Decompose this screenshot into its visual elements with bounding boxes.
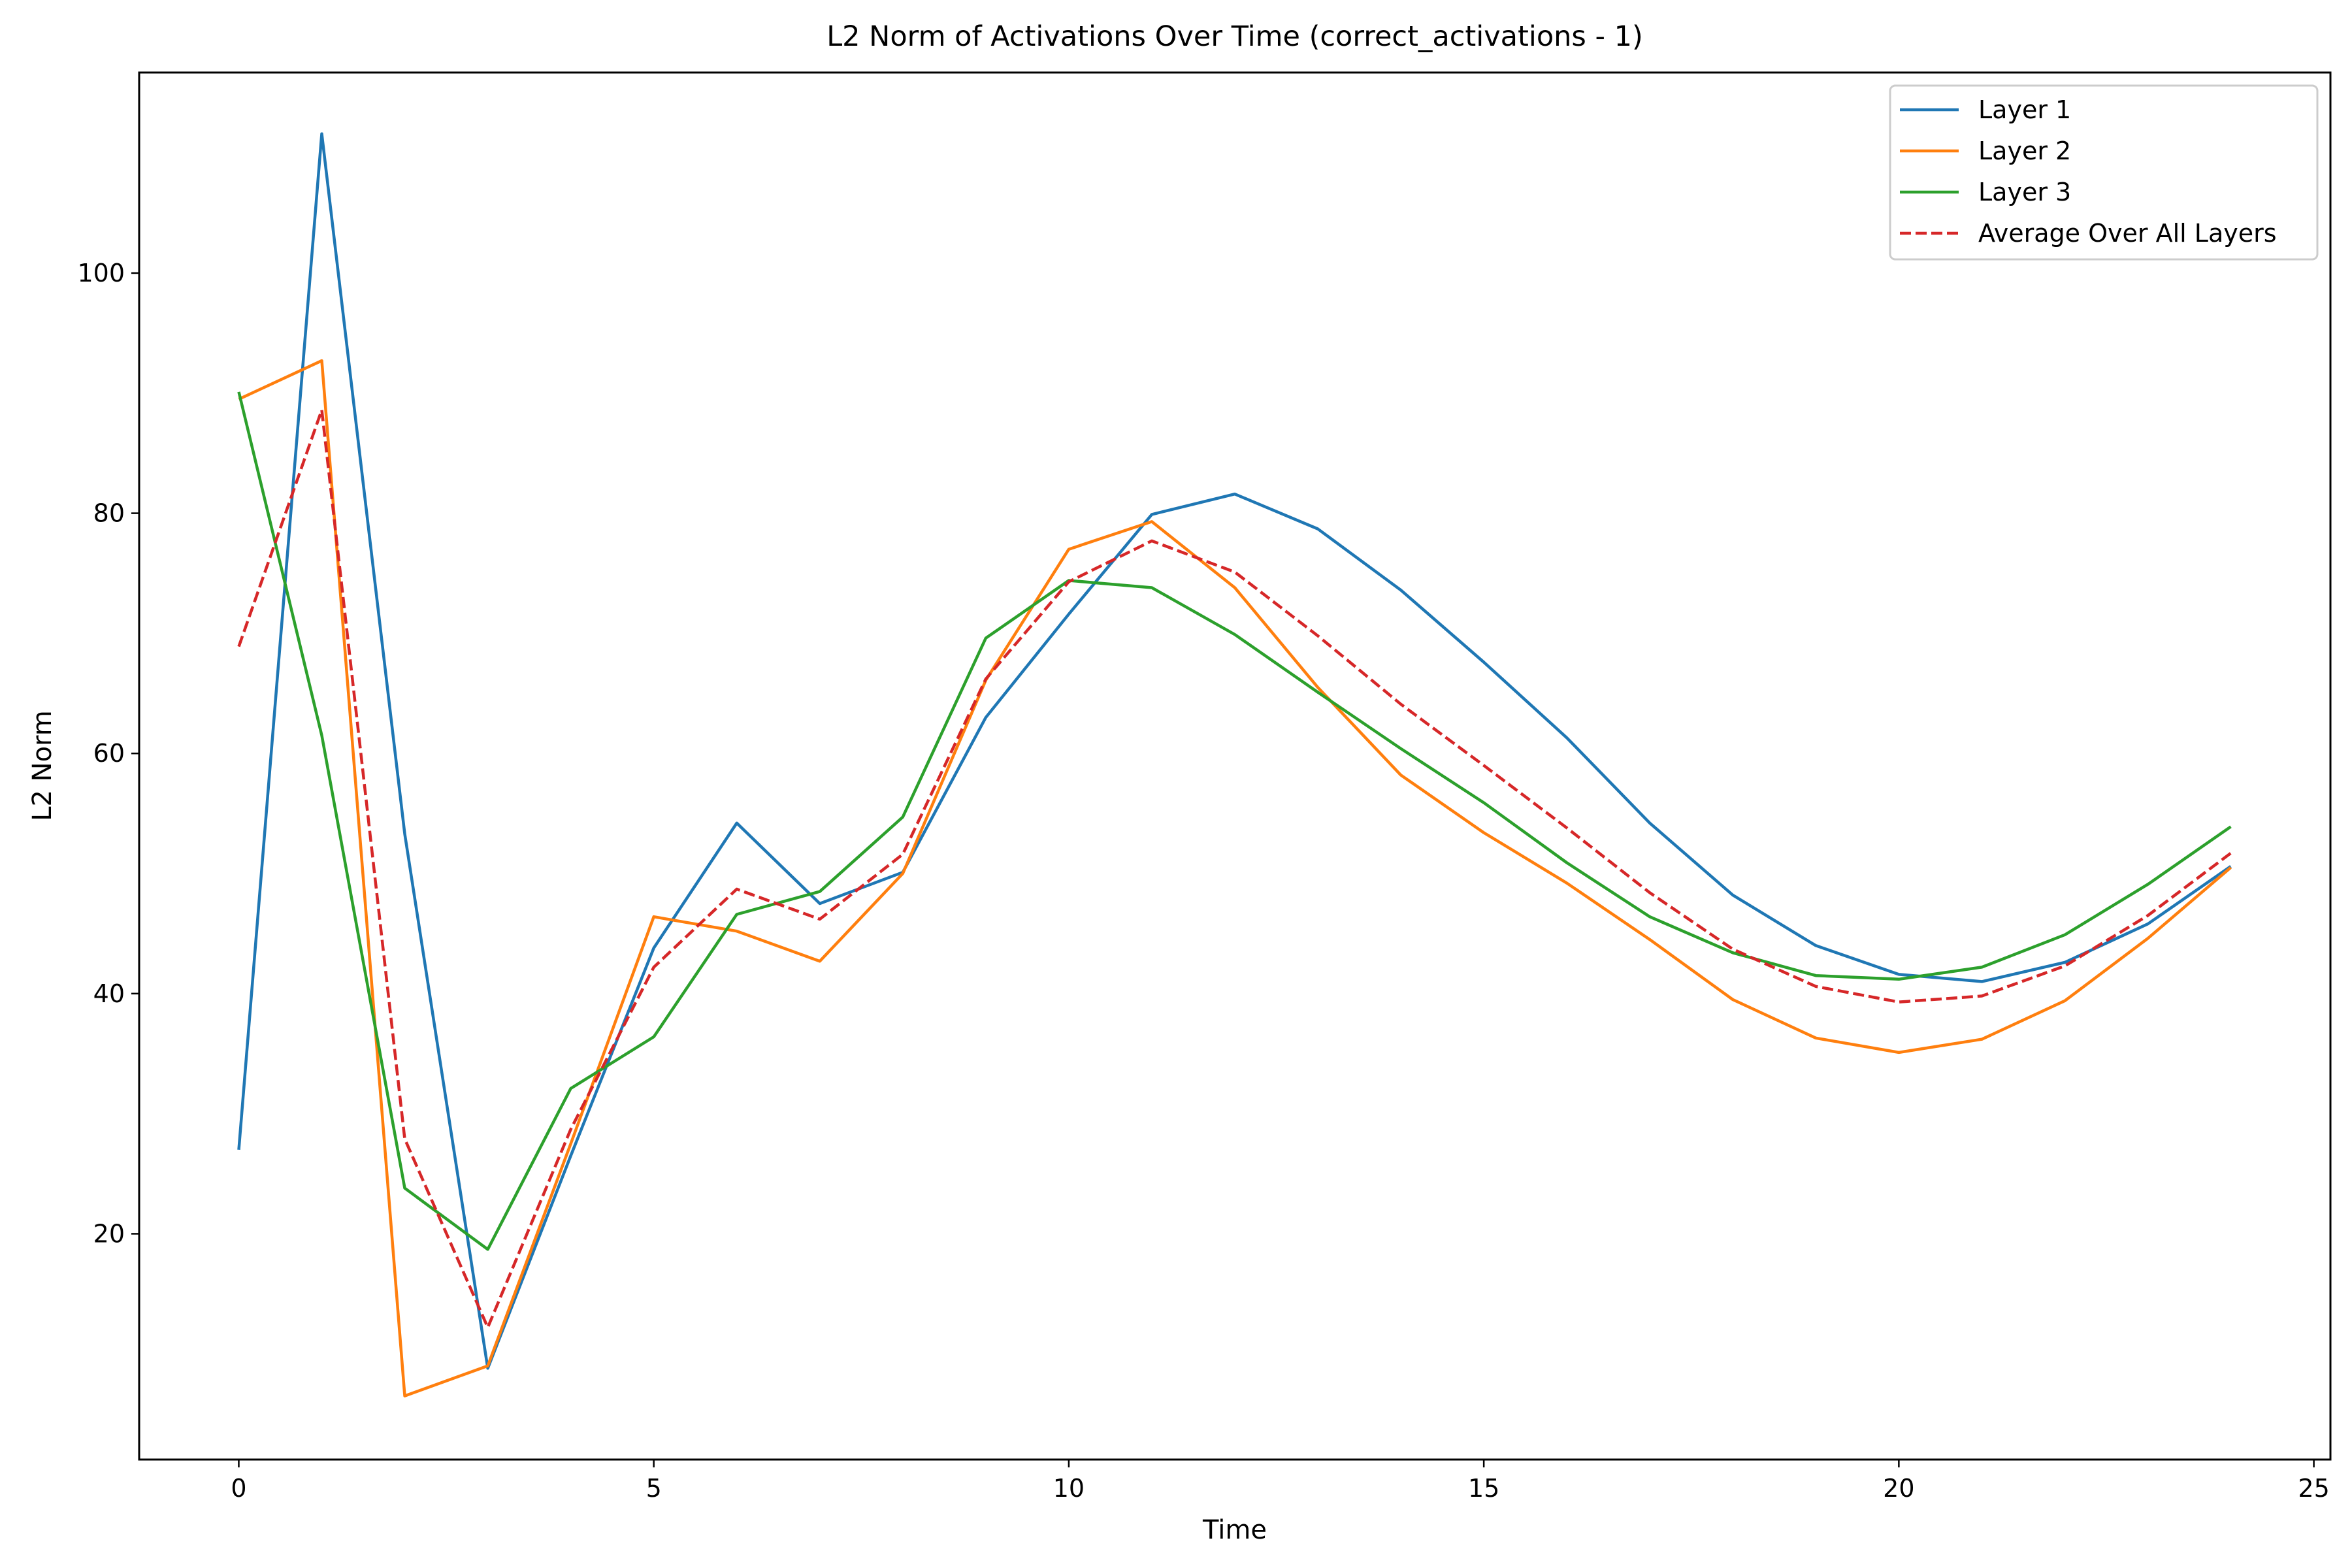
- x-tick-label: 15: [1468, 1474, 1499, 1503]
- chart-title: L2 Norm of Activations Over Time (correc…: [826, 20, 1643, 53]
- series-line-1: [237, 132, 2232, 1370]
- x-tick-label: 5: [646, 1474, 662, 1503]
- x-tick-label: 0: [231, 1474, 246, 1503]
- legend-label: Average Over All Layers: [1978, 219, 2277, 248]
- x-axis-ticks: 0 5 10 15 20 25: [231, 1460, 2330, 1503]
- legend-label: Layer 2: [1978, 137, 2071, 165]
- plot-lines: [237, 132, 2232, 1397]
- series-line-2: [238, 359, 2232, 1397]
- legend: Layer 1 Layer 2 Layer 3 Average Over All La…: [1889, 84, 2319, 261]
- legend-frame: [1889, 84, 2319, 261]
- legend-label: Layer 1: [1978, 95, 2071, 124]
- y-axis-ticks: 20 40 60 80 100: [77, 259, 139, 1248]
- y-tick-label: 100: [77, 259, 125, 287]
- y-axis-label: L2 Norm: [27, 710, 57, 821]
- x-tick-label: 10: [1053, 1474, 1085, 1503]
- x-tick-label: 25: [2298, 1474, 2329, 1503]
- y-tick-label: 80: [93, 499, 125, 528]
- y-tick-label: 40: [93, 979, 125, 1008]
- x-axis-label: Time: [1202, 1515, 1267, 1545]
- x-tick-label: 20: [1883, 1474, 1914, 1503]
- series-line-3: [237, 391, 2232, 1251]
- plot-frame: [138, 71, 2332, 1461]
- series-line-4: [237, 408, 2232, 1330]
- legend-label: Layer 3: [1978, 178, 2071, 206]
- y-tick-label: 60: [93, 739, 125, 768]
- y-tick-label: 20: [93, 1219, 125, 1248]
